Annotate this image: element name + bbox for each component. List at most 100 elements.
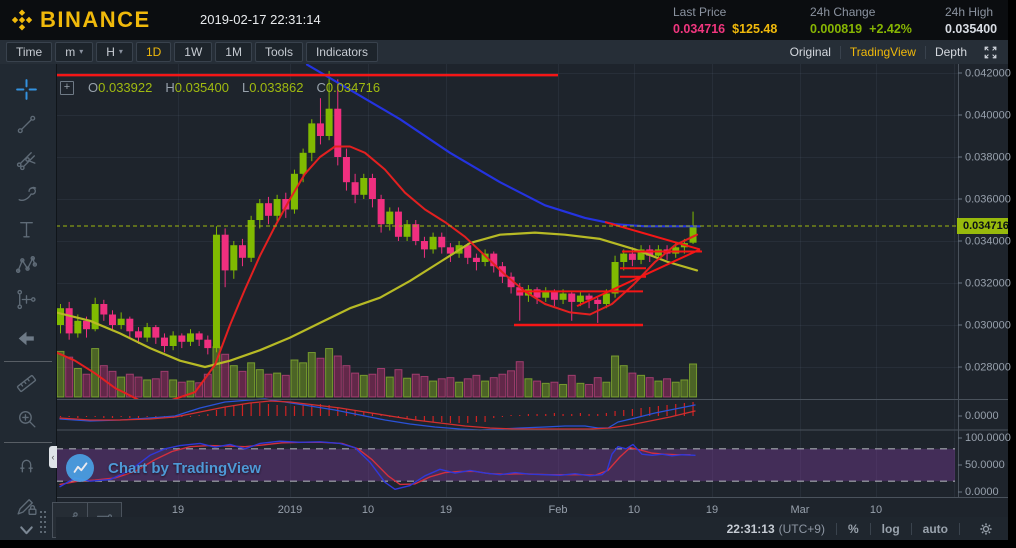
price-axis-label: 0.036000	[965, 193, 1011, 205]
candle-body	[620, 253, 628, 262]
candle-body	[334, 108, 342, 157]
candle-body	[672, 247, 680, 254]
view-mode-buttons: Original TradingView Depth	[781, 40, 1002, 64]
legend-add-icon[interactable]: +	[60, 80, 74, 95]
candle-body	[377, 199, 385, 225]
macd-pane[interactable]	[59, 398, 696, 431]
candle-body	[368, 178, 376, 199]
legend-c: C0.034716	[316, 80, 381, 95]
tool-trend-line-icon[interactable]	[11, 109, 41, 139]
footer-button-log[interactable]: log	[881, 521, 900, 536]
footer-button-auto[interactable]: auto	[922, 521, 948, 536]
ma-red-line	[56, 145, 698, 399]
candle-body	[542, 291, 550, 298]
stat-24h-high: 24h High 0.035400	[945, 4, 997, 38]
time-axis-label: 19	[440, 504, 452, 516]
candle-body	[134, 331, 142, 338]
time-axis-label: 10	[870, 504, 882, 516]
footer-button-%[interactable]: %	[847, 521, 859, 536]
candle-body	[585, 295, 593, 300]
toolbar-button-1w[interactable]: 1W	[174, 42, 213, 62]
trend-line-drawing	[604, 221, 701, 251]
candle-body	[394, 211, 402, 237]
candle-body	[611, 262, 619, 294]
time-axis-label: 19	[172, 504, 184, 516]
tool-edit-lock-icon[interactable]	[11, 490, 41, 520]
toolbar-button-time[interactable]: Time	[6, 42, 53, 62]
price-axis-label: 0.034000	[965, 235, 1011, 247]
price-pane[interactable]	[56, 64, 702, 401]
toolbar-button-tools[interactable]: Tools	[254, 42, 303, 62]
candle-body	[559, 293, 567, 300]
candle-body	[82, 320, 90, 330]
view-button-tradingview[interactable]: TradingView	[849, 45, 916, 59]
binance-diamond-icon	[11, 9, 33, 31]
candle-body	[412, 224, 420, 241]
candle-body	[178, 335, 186, 342]
candle-body	[386, 211, 394, 225]
candle-body	[108, 314, 116, 325]
time-axis-label: Feb	[549, 504, 568, 516]
tool-pitchfork-icon[interactable]	[11, 144, 41, 174]
candle-body	[481, 253, 489, 262]
trend-drawings[interactable]	[56, 73, 702, 327]
candle-body	[91, 304, 99, 330]
footer-clock: 22:31:13	[726, 521, 775, 536]
toolbar-button-h[interactable]: H ▾	[96, 42, 133, 62]
tool-brush-icon[interactable]	[11, 179, 41, 209]
tool-magnet-icon[interactable]	[11, 449, 41, 479]
candle-body	[490, 253, 498, 267]
settings-gear-icon[interactable]	[978, 521, 994, 537]
stat-value: 0.035400	[945, 22, 998, 36]
tool-ruler-icon[interactable]	[11, 368, 41, 398]
price-axis-label: 0.038000	[965, 151, 1011, 163]
candle-body	[299, 152, 307, 174]
tool-text-icon[interactable]	[11, 214, 41, 244]
ohlc-legend: + O0.033922 H0.035400 L0.033862 C0.034716	[60, 80, 380, 95]
footer-timezone[interactable]: (UTC+9)	[778, 521, 825, 536]
ma-yellow-line	[56, 231, 699, 369]
candle-body	[256, 203, 264, 220]
tradingview-watermark[interactable]: Chart by TradingView	[66, 454, 261, 482]
toolbar-button-indicators[interactable]: Indicators	[305, 42, 378, 62]
view-button-depth[interactable]: Depth	[934, 45, 967, 59]
drawing-tools-sidebar	[0, 64, 57, 540]
price-axis-label: 0.040000	[965, 109, 1011, 121]
fullscreen-expand-icon[interactable]	[983, 45, 998, 60]
sidebar-collapse-tab[interactable]: ‹	[49, 446, 57, 468]
time-axis-label: 2019	[278, 504, 302, 516]
last-price-badge: 0.034716	[957, 218, 1009, 234]
tool-zoom-in-icon[interactable]	[11, 403, 41, 433]
sidebar-divider	[4, 361, 52, 362]
view-button-original[interactable]: Original	[789, 45, 831, 59]
tool-forecast-icon[interactable]	[11, 284, 41, 314]
candle-body	[204, 339, 212, 349]
favorites-drag-handle[interactable]	[40, 511, 48, 536]
candle-body	[351, 182, 359, 195]
macd-line	[59, 398, 696, 431]
time-axis-label: 10	[628, 504, 640, 516]
stochastic-pane[interactable]	[59, 440, 696, 490]
tool-crosshair-icon[interactable]	[11, 74, 41, 104]
candle-body	[576, 295, 584, 302]
stat-value: $125.48	[732, 22, 778, 36]
stoch-axis-label: 100.0000	[965, 432, 1011, 444]
stat-24h-change: 24h Change 0.000819 +2.42%	[810, 4, 912, 38]
candle-body	[568, 293, 576, 302]
tool-arrow-left-icon[interactable]	[11, 323, 41, 353]
candle-body	[507, 276, 515, 288]
tool-xabcd-pattern-icon[interactable]	[11, 249, 41, 279]
candle-body	[65, 308, 73, 334]
binance-logo[interactable]: BINANCE	[10, 7, 151, 33]
gridlines	[56, 64, 958, 497]
toolbar-button-m[interactable]: m ▾	[55, 42, 94, 62]
toolbar-button-1m[interactable]: 1M	[215, 42, 252, 62]
candle-body	[420, 241, 428, 250]
candle-body	[342, 157, 350, 183]
time-axis-label: 19	[706, 504, 718, 516]
header-bar: BINANCE 2019-02-17 22:31:14 Last Price 0.…	[0, 0, 1008, 40]
stat-label: 24h Change	[810, 5, 876, 19]
tool-chevron-down-icon[interactable]	[11, 514, 41, 544]
toolbar-button-1d[interactable]: 1D	[135, 42, 172, 62]
